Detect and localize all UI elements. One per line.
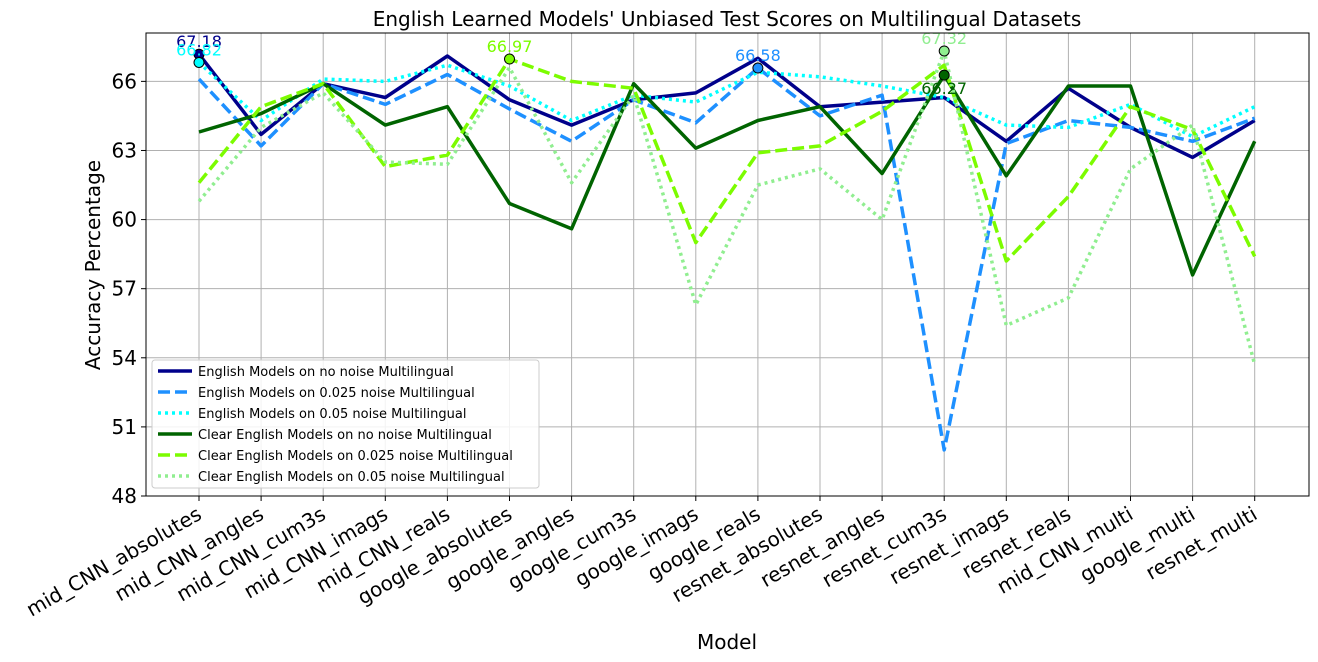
y-axis-label: Accuracy Percentage bbox=[81, 160, 105, 370]
legend-box bbox=[151, 359, 540, 489]
series-line-1 bbox=[197, 53, 1256, 160]
legend-entry: English Models on 0.05 noise Multilingua… bbox=[198, 407, 466, 422]
peak-label: 67.32 bbox=[921, 29, 967, 48]
peak-marker bbox=[938, 69, 950, 81]
grid bbox=[146, 33, 1309, 497]
series-line-4 bbox=[198, 73, 1257, 277]
x-axis-label: Model bbox=[697, 630, 757, 654]
chart-title: English Learned Models' Unbiased Test Sc… bbox=[373, 7, 1082, 31]
series-line-6 bbox=[197, 49, 1257, 366]
legend-entry: English Models on 0.025 noise Multilingu… bbox=[198, 386, 475, 401]
y-tick-label: 57 bbox=[112, 277, 137, 301]
series-lines bbox=[197, 49, 1257, 452]
y-tick-label: 54 bbox=[112, 346, 137, 370]
y-axis-ticks: 48 51 54 57 60 63 66 bbox=[112, 69, 146, 508]
x-axis-ticks: mid_CNN_absolutesmid_CNN_anglesmid_CNN_c… bbox=[22, 496, 1261, 621]
peak-marker bbox=[504, 53, 515, 65]
series-line-2 bbox=[197, 66, 1256, 452]
legend-entry: Clear English Models on no noise Multili… bbox=[198, 428, 492, 443]
y-tick-label: 60 bbox=[112, 208, 137, 232]
peak-label: 66.82 bbox=[176, 40, 222, 59]
legend-entry: Clear English Models on 0.05 noise Multi… bbox=[198, 470, 505, 485]
legend-entry: English Models on no noise Multilingual bbox=[198, 365, 454, 380]
peak-marker bbox=[193, 56, 205, 68]
plot-frame bbox=[145, 32, 1310, 497]
peak-marker bbox=[752, 62, 764, 74]
peak-label: 66.58 bbox=[735, 46, 781, 65]
peak-label: 66.27 bbox=[921, 79, 967, 98]
y-tick-label: 63 bbox=[112, 138, 137, 162]
peak-label: 67.18 bbox=[176, 32, 222, 51]
peak-marker bbox=[938, 45, 950, 57]
legend: English Models on no noise Multilingual E… bbox=[151, 359, 540, 489]
series-line-3 bbox=[197, 61, 1256, 139]
y-tick-label: 48 bbox=[112, 484, 137, 508]
y-tick-label: 66 bbox=[112, 69, 137, 93]
legend-entry: Clear English Models on 0.025 noise Mult… bbox=[198, 449, 513, 464]
series-line-5 bbox=[197, 57, 1257, 263]
peak-label: 66.97 bbox=[487, 37, 533, 56]
y-tick-label: 51 bbox=[112, 415, 137, 439]
peak-markers: 67.18 66.58 66.82 66.27 66.97 67.32 bbox=[176, 29, 967, 98]
